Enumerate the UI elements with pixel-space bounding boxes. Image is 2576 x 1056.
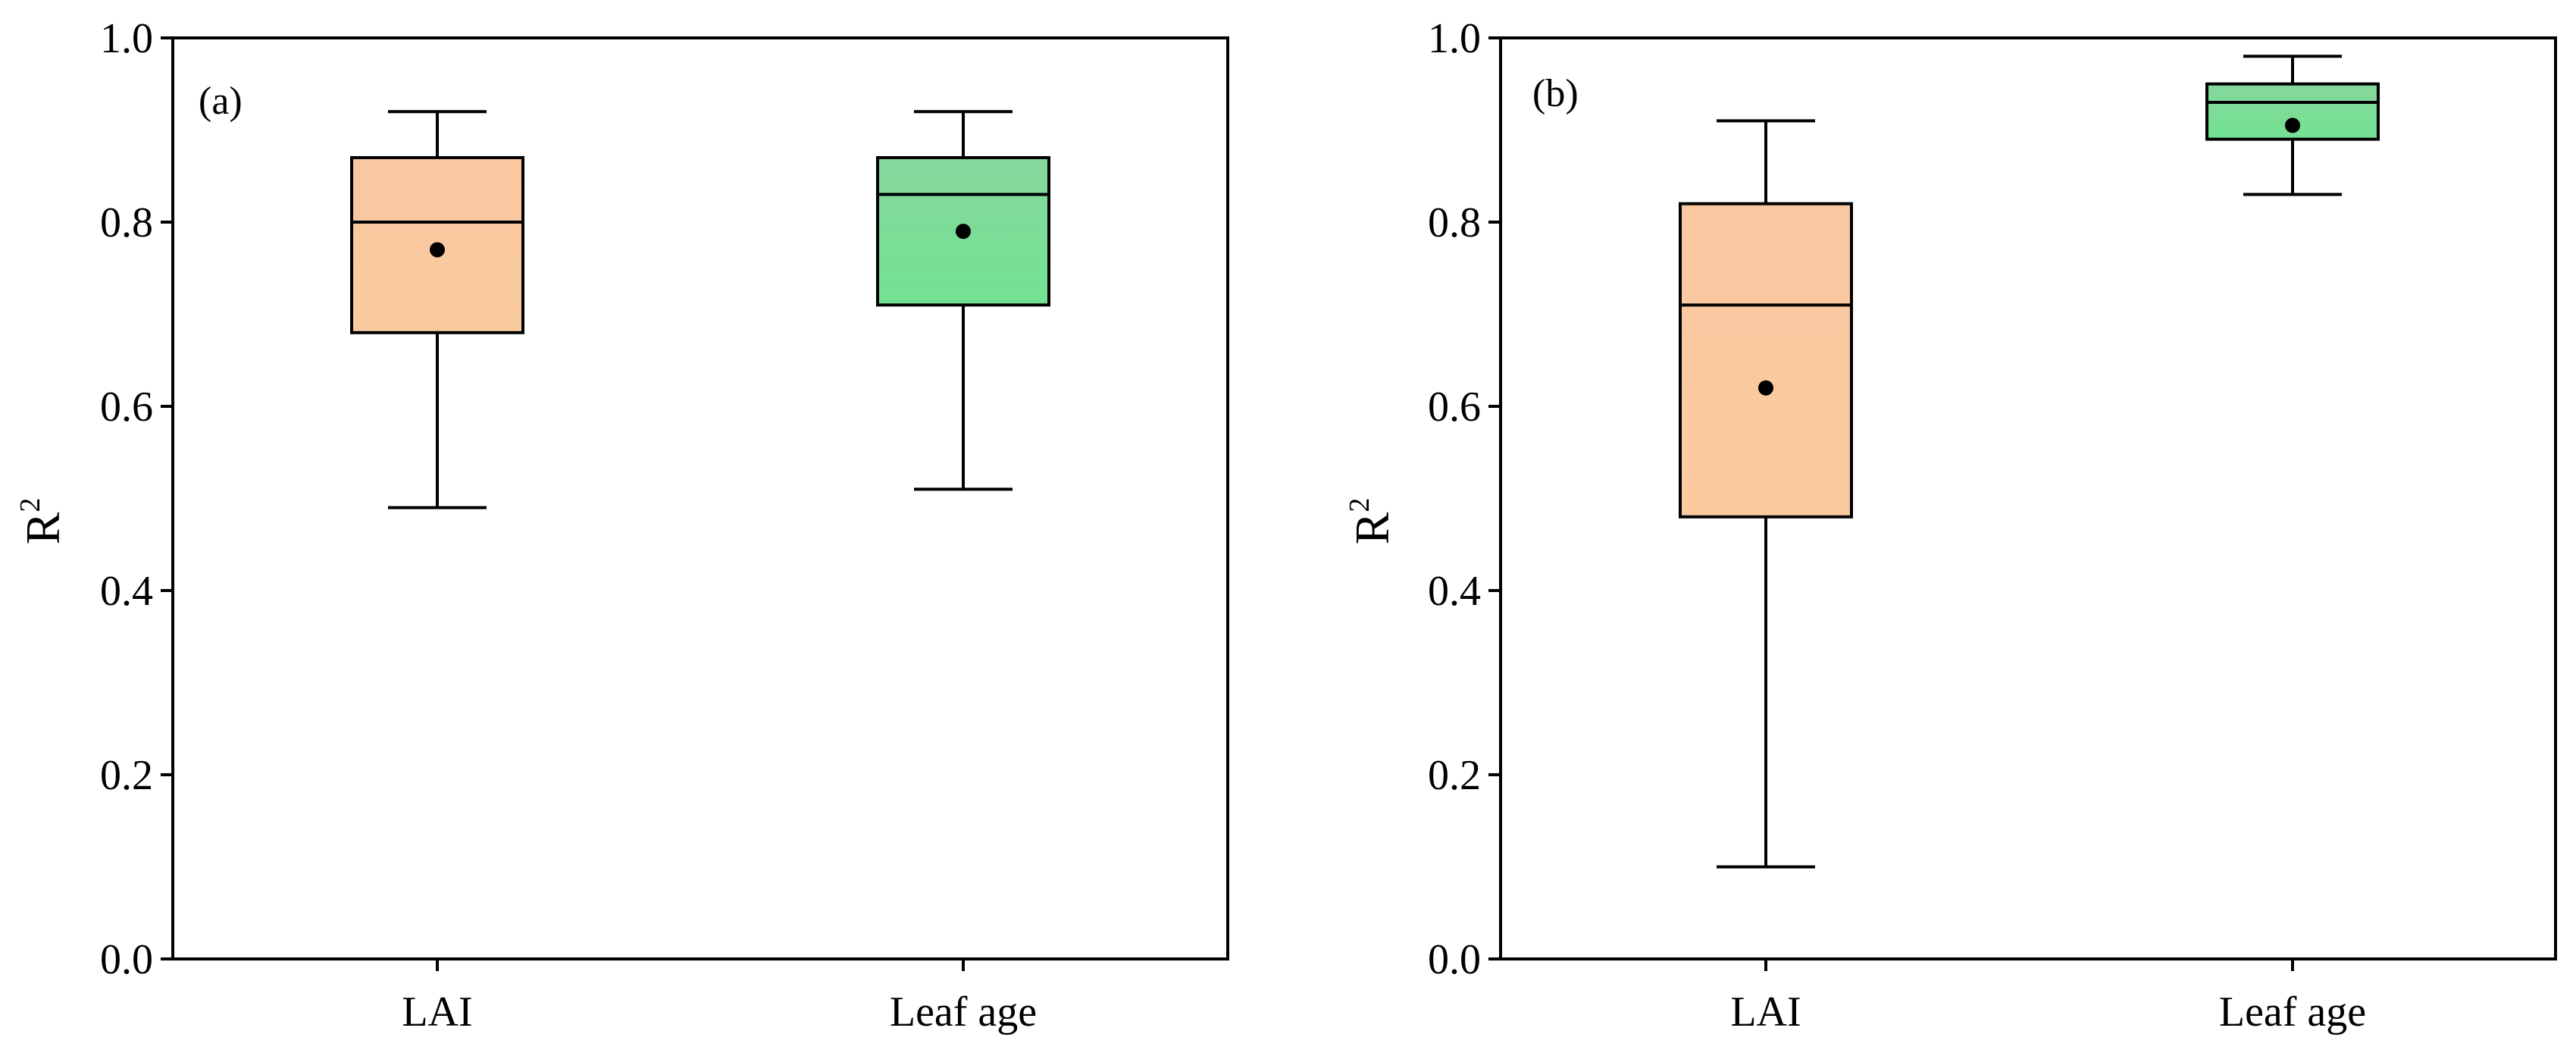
box-mean-marker	[2285, 118, 2300, 133]
box-mean-marker	[1758, 380, 1773, 396]
y-tick-label: 0.6	[100, 384, 153, 431]
y-tick-label: 0.2	[1428, 752, 1481, 799]
box-mean-marker	[430, 242, 445, 258]
y-tick-label: 0.6	[1428, 384, 1481, 431]
y-tick-label: 0.0	[100, 936, 153, 983]
panel-label: (a)	[199, 80, 243, 123]
box-iqr	[1679, 202, 1853, 519]
y-tick-label: 0.4	[1428, 568, 1481, 615]
plot-frame	[171, 36, 1229, 960]
panel-b: 0.0 0.2 0.4 0.6 0.8 1.0 LAI Leaf age R2 (b)	[1344, 15, 2557, 1036]
y-tick-label: 0.8	[100, 199, 153, 246]
y-axis-label: R2	[14, 498, 70, 545]
y-axis-label-main: R	[1345, 512, 1399, 544]
y-tick-label: 1.0	[100, 15, 153, 62]
y-axis-label-superscript: 2	[14, 498, 46, 512]
x-category-label: Leaf age	[890, 989, 1037, 1036]
y-axis-label-main: R	[16, 512, 70, 544]
y-tick-label: 0.2	[100, 752, 153, 799]
plot-frame	[1499, 36, 2557, 960]
y-tick-label: 0.8	[1428, 199, 1481, 246]
y-tick-label: 0.0	[1428, 936, 1481, 983]
box-mean-marker	[956, 224, 971, 240]
panel-label: (b)	[1532, 72, 1579, 115]
x-category-label: LAI	[1730, 989, 1801, 1036]
y-axis-label-superscript: 2	[1344, 498, 1376, 512]
y-tick-label: 1.0	[1428, 15, 1481, 62]
x-category-label: Leaf age	[2219, 989, 2366, 1036]
y-tick-label: 0.4	[100, 568, 153, 615]
panel-a: 0.0 0.2 0.4 0.6 0.8 1.0 LAI Leaf age R2 (a)	[14, 15, 1229, 1036]
x-category-label: LAI	[402, 989, 472, 1036]
y-axis-label: R2	[1344, 498, 1399, 545]
